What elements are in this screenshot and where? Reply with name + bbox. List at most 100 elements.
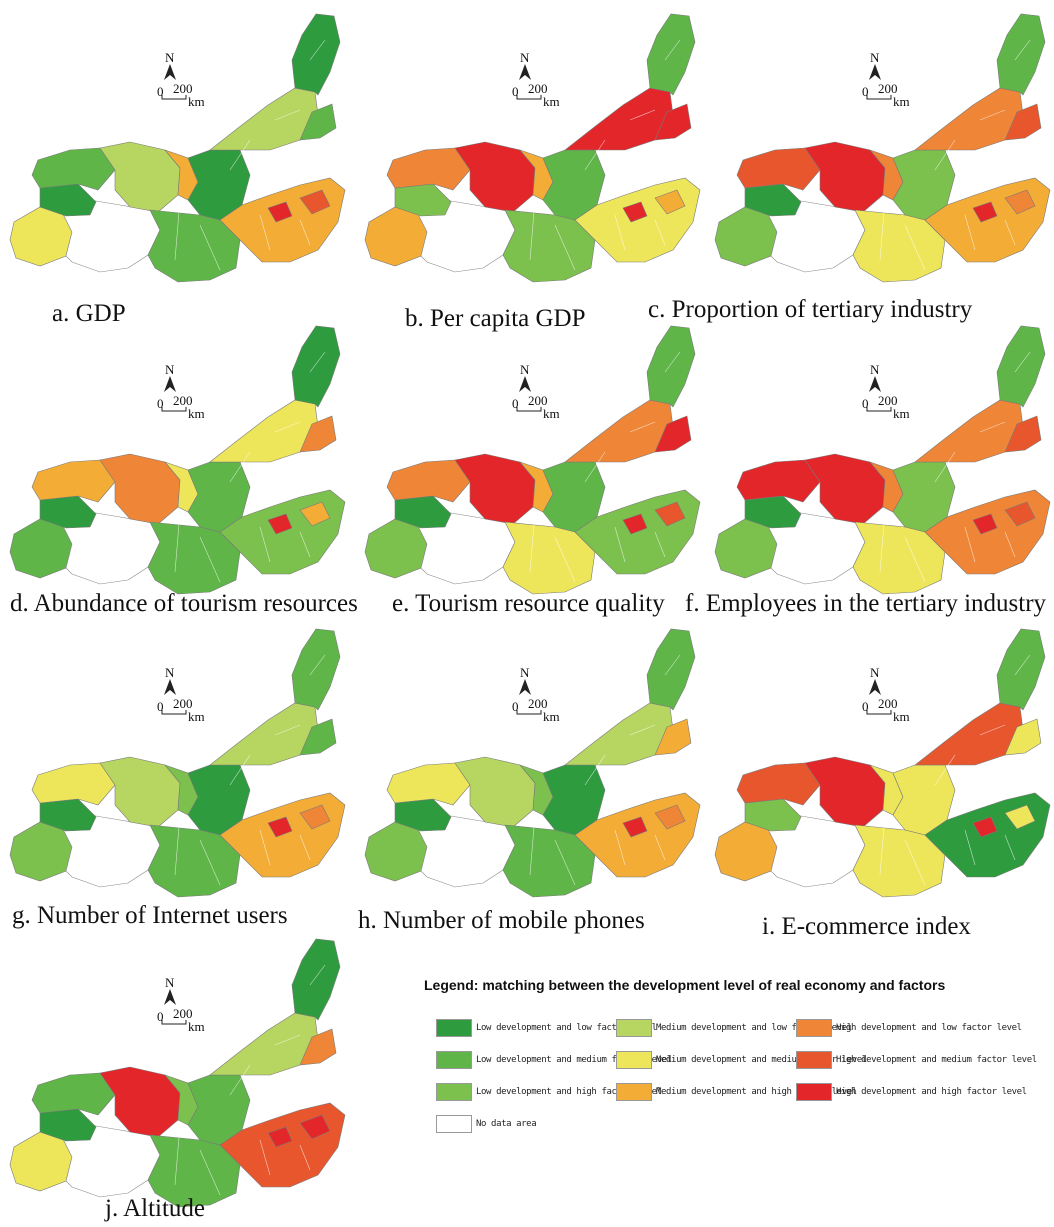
north-arrow-icon: [164, 989, 176, 1005]
map-region-hot1: [267, 201, 293, 223]
map-region-hot1: [267, 1126, 293, 1148]
map-region-west-far: [364, 821, 428, 882]
map-region-northwest: [386, 762, 471, 806]
scale-unit-label: km: [893, 94, 910, 109]
scale-zero-label: 0: [862, 84, 869, 99]
north-arrow-icon: [869, 376, 881, 392]
map-region-upper-belt: [209, 702, 319, 766]
caption-tertiary-employees: f. Employees in the tertiary industry: [685, 590, 1047, 617]
scale-bar: [161, 710, 187, 715]
scale-zero-label: 0: [157, 84, 164, 99]
north-arrow-icon: [164, 679, 176, 695]
map-region-northwest: [736, 459, 821, 503]
map-region-upper-belt: [564, 87, 674, 151]
map-region-hot1: [622, 816, 648, 838]
scale-bar: [516, 710, 542, 715]
scale-unit-label: km: [543, 406, 560, 421]
scale-distance-label: 200: [528, 81, 548, 96]
map-region-upper-belt: [914, 702, 1024, 766]
north-label: N: [520, 50, 530, 65]
legend-item: Medium development and low factor level: [616, 1017, 852, 1039]
legend-label: High development and medium factor level: [836, 1055, 1037, 1065]
map-region-hot2: [1004, 804, 1036, 830]
scale-zero-label: 0: [157, 396, 164, 411]
map-region-central-big: [99, 756, 181, 828]
map-region-northwest: [31, 1072, 116, 1116]
north-arrow-icon: [519, 679, 531, 695]
map-region-northeast: [996, 325, 1046, 408]
map-region-ne-tip: [299, 718, 337, 756]
legend-swatch: [616, 1019, 652, 1037]
legend-item: High development and medium factor level: [796, 1049, 1037, 1071]
scale-bar: [866, 407, 892, 412]
map-region-hot1: [972, 201, 998, 223]
map-region-northeast: [646, 325, 696, 408]
legend-item: Low development and high factor level: [436, 1081, 662, 1103]
legend-title: Legend: matching between the development…: [424, 977, 946, 993]
map-region-northwest: [31, 459, 116, 503]
map-panel-gdp: N 0 200 km: [0, 0, 350, 300]
scale-bar: [866, 710, 892, 715]
map-boundary-lines: [794, 39, 1031, 271]
north-arrow-icon: [869, 64, 881, 80]
map-region-west-far: [714, 518, 778, 579]
map-region-central-big: [454, 141, 536, 213]
map-panel-internet-users: N 0 200 km: [0, 615, 350, 915]
map-region-upper-belt: [209, 399, 319, 463]
map-region-west-nodata: [61, 1124, 161, 1198]
north-arrow-icon: [164, 64, 176, 80]
scale-unit-label: km: [188, 709, 205, 724]
map-region-ne-tip: [1004, 103, 1042, 141]
map-region-west-nodata: [766, 814, 866, 888]
map-region-northwest: [736, 762, 821, 806]
scale-bar: [866, 95, 892, 100]
caption-mobile-phones: h. Number of mobile phones: [358, 907, 645, 934]
map-region-ne-tip: [1004, 415, 1042, 453]
map-region-upper-belt: [209, 87, 319, 151]
legend-item: High development and low factor level: [796, 1017, 1022, 1039]
map-region-northeast: [996, 628, 1046, 711]
scale-bar: [161, 95, 187, 100]
map-boundary-lines: [794, 351, 1031, 583]
map-region-hot1: [972, 513, 998, 535]
map-region-ne-tip: [654, 103, 692, 141]
legend-swatch: [436, 1083, 472, 1101]
map-region-northeast: [646, 13, 696, 96]
scale-zero-label: 0: [157, 1009, 164, 1024]
map-region-hot2: [1004, 501, 1036, 527]
map-region-west-nodata: [416, 199, 516, 273]
map-region-west-nodata: [766, 199, 866, 273]
map-region-upper-belt: [564, 399, 674, 463]
north-label: N: [165, 665, 175, 680]
map-region-west-far: [9, 821, 73, 882]
legend-swatch: [796, 1051, 832, 1069]
scale-bar: [161, 1020, 187, 1025]
caption-tertiary-proportion: c. Proportion of tertiary industry: [648, 296, 973, 323]
scale-zero-label: 0: [862, 699, 869, 714]
caption-tourism-quality: e. Tourism resource quality: [392, 590, 665, 617]
map-region-central-big: [99, 1066, 181, 1138]
map-panel-altitude: N 0 200 km: [0, 925, 350, 1225]
caption-per-capita-gdp: b. Per capita GDP: [405, 305, 586, 332]
north-arrow-icon: [164, 376, 176, 392]
scale-unit-label: km: [188, 1019, 205, 1034]
map-region-northwest: [31, 762, 116, 806]
map-region-south: [147, 209, 241, 283]
map-region-west-nodata: [416, 814, 516, 888]
north-label: N: [520, 362, 530, 377]
map-region-central-big: [804, 453, 886, 525]
map-region-west-nodata: [61, 199, 161, 273]
legend-item: High development and high factor level: [796, 1081, 1027, 1103]
north-label: N: [520, 665, 530, 680]
legend-label: Medium development and medium factor lev…: [656, 1055, 867, 1065]
scale-zero-label: 0: [862, 396, 869, 411]
legend-label: Low development and medium factor level: [476, 1055, 672, 1065]
caption-altitude: j. Altitude: [105, 1195, 205, 1222]
map-region-northeast: [291, 938, 341, 1021]
caption-internet-users: g. Number of Internet users: [12, 902, 288, 929]
scale-zero-label: 0: [157, 699, 164, 714]
